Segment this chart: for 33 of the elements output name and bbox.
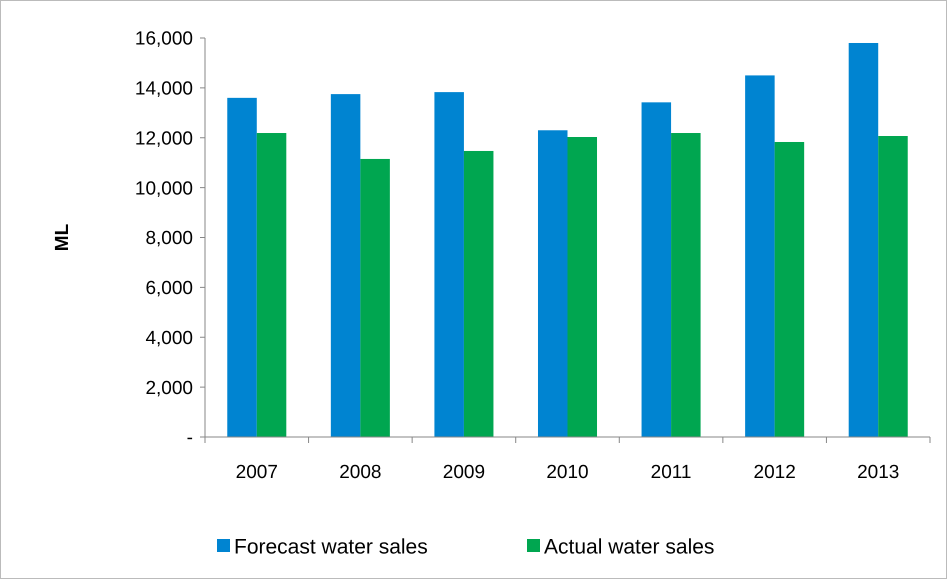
- bar: [848, 42, 878, 437]
- bar: [745, 75, 775, 437]
- x-tick-label: 2008: [339, 462, 382, 483]
- x-tick-label: 2012: [754, 462, 796, 483]
- y-tick-label: 4,000: [145, 328, 193, 349]
- bar: [256, 133, 286, 437]
- x-tick-label: 2010: [546, 462, 589, 483]
- bar: [434, 92, 464, 437]
- y-tick-label: 10,000: [134, 178, 193, 200]
- x-tick-label: 2013: [857, 462, 900, 483]
- bar: [330, 94, 360, 437]
- x-tick-label: 2011: [650, 462, 692, 483]
- bar: [642, 102, 672, 437]
- y-tick-label: 16,000: [134, 28, 193, 50]
- bar: [774, 142, 804, 437]
- y-tick-label: 6,000: [145, 278, 193, 300]
- bar: [227, 98, 257, 437]
- bar: [878, 136, 908, 437]
- y-tick-label: -: [186, 428, 193, 449]
- y-tick-label: 14,000: [134, 78, 193, 100]
- bar: [360, 158, 390, 437]
- y-tick-label: 12,000: [134, 128, 193, 150]
- y-tick-label: 8,000: [145, 228, 193, 250]
- x-tick-label: 2009: [442, 462, 486, 483]
- bar: [464, 150, 494, 437]
- legend-label: Actual water sales: [544, 535, 714, 558]
- legend-label: Forecast water sales: [234, 535, 428, 558]
- bar: [671, 133, 701, 437]
- bar: [538, 130, 568, 437]
- bar: [568, 137, 598, 437]
- y-tick-label: 2,000: [145, 378, 193, 399]
- x-tick-label: 2007: [236, 462, 278, 483]
- y-axis-title: ML: [52, 223, 73, 252]
